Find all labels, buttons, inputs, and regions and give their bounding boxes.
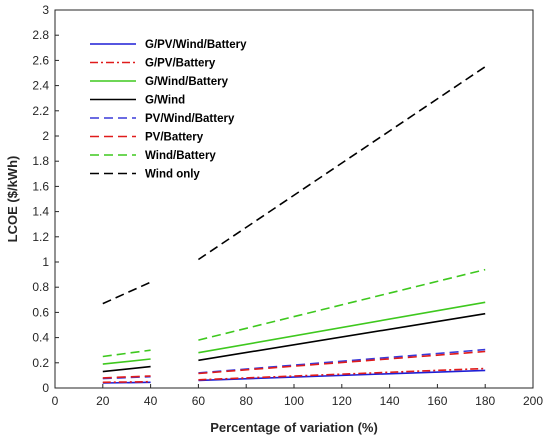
x-tick-label: 20 <box>96 394 110 408</box>
series-group <box>102 66 486 384</box>
series-line <box>102 367 486 384</box>
y-axis-title: LCOE ($/kWh) <box>5 156 20 243</box>
series-segment <box>198 268 486 341</box>
series-line <box>102 66 486 305</box>
y-tick-label: 2.8 <box>32 28 49 42</box>
y-tick-label: 1.4 <box>32 205 49 219</box>
series-segment <box>102 349 151 358</box>
x-tick-label: 40 <box>144 394 158 408</box>
legend-label: G/Wind <box>145 95 185 107</box>
y-tick-label: 0.6 <box>32 305 49 319</box>
legend: G/PV/Wind/Battery G/PV/Battery G/Wind/Batt… <box>90 39 247 181</box>
x-tick-label: 160 <box>427 394 447 408</box>
series-line <box>102 350 486 379</box>
series-line <box>102 312 486 373</box>
series-segment <box>197 66 486 261</box>
series-segment <box>198 312 486 362</box>
plot-area <box>54 9 534 389</box>
series-segment <box>198 348 486 374</box>
x-tick-label: 100 <box>284 394 304 408</box>
y-tick-label: 0.8 <box>32 280 49 294</box>
legend-label: Wind only <box>145 169 200 181</box>
series-segment <box>198 350 486 375</box>
legend-label: G/PV/Battery <box>145 58 216 70</box>
x-tick-label: 140 <box>380 394 400 408</box>
y-tick-label: 0.4 <box>32 331 49 345</box>
x-tick-label: 120 <box>332 394 352 408</box>
x-tick-label: 0 <box>52 394 59 408</box>
y-tick-label: 2 <box>42 129 49 143</box>
x-tick-label: 80 <box>240 394 254 408</box>
legend-label: Wind/Battery <box>145 150 216 162</box>
series-segment <box>102 358 151 365</box>
series-segment <box>198 369 486 382</box>
legend-label: G/PV/Wind/Battery <box>145 39 247 51</box>
y-tick-label: 2.2 <box>32 104 49 118</box>
series-segment <box>102 380 151 384</box>
y-tick-label: 3 <box>42 3 49 17</box>
legend-label: PV/Battery <box>145 132 204 144</box>
y-tick-label: 1.2 <box>32 230 49 244</box>
axis-ticks: 0 20 40 60 80 100 120 140 160 180 200 0 0.2 0.4 0.6 0.8… <box>32 3 543 408</box>
y-tick-label: 1.8 <box>32 154 49 168</box>
series-line <box>102 268 486 358</box>
y-tick-label: 0.2 <box>32 356 49 370</box>
y-tick-label: 1 <box>42 255 49 269</box>
y-tick-label: 1.6 <box>32 179 49 193</box>
x-tick-label: 200 <box>523 394 543 408</box>
legend-label: PV/Wind/Battery <box>145 113 235 125</box>
series-segment <box>102 375 151 379</box>
x-tick-label: 60 <box>192 394 206 408</box>
x-tick-label: 180 <box>475 394 495 408</box>
series-segment <box>102 281 151 305</box>
y-tick-label: 0 <box>42 381 49 395</box>
y-tick-label: 2.4 <box>32 79 49 93</box>
series-segment <box>198 301 486 354</box>
series-line <box>102 301 486 365</box>
series-segment <box>102 365 151 373</box>
x-axis-title: Percentage of variation (%) <box>210 420 378 435</box>
y-tick-label: 2.6 <box>32 53 49 67</box>
legend-label: G/Wind/Battery <box>145 76 229 88</box>
